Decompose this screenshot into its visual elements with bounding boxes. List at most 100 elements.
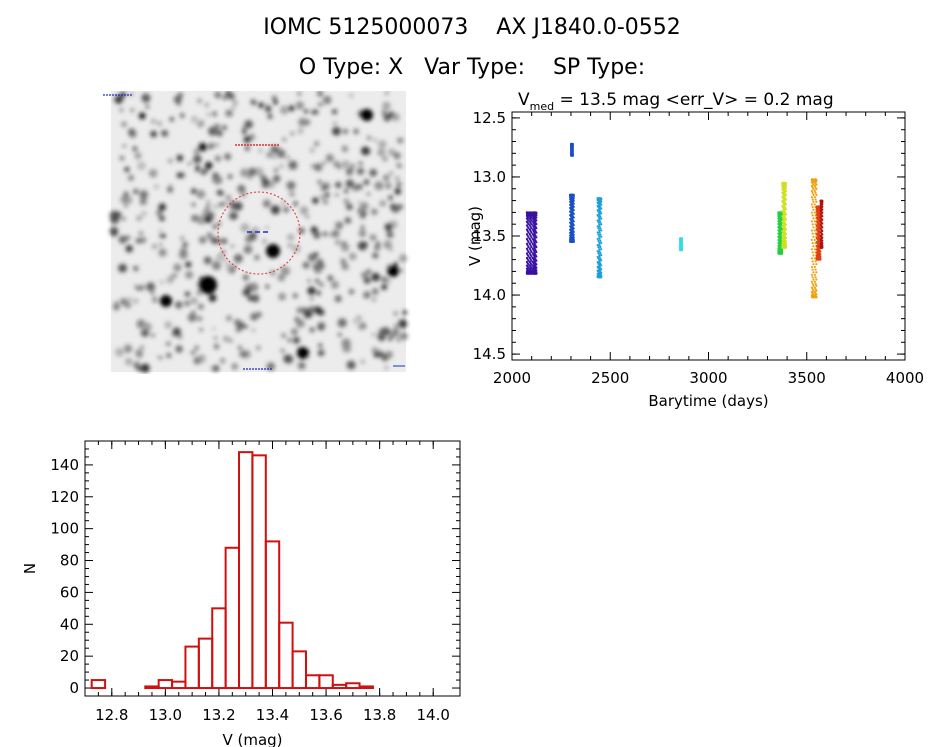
hist-x-tick-label: 13.8 [363,706,396,724]
lc-point [527,259,530,262]
lc-point [815,193,818,197]
lc-point [813,220,816,223]
lc-point [571,154,574,157]
lc-point [598,253,601,257]
lc-point [813,196,816,199]
lc-point [531,237,534,241]
lc-point [600,207,603,210]
lc-point [812,284,815,287]
lc-point [784,203,788,206]
lc-point [782,221,785,225]
lc-point [535,227,538,230]
lc-point [572,220,575,223]
lc-point [527,223,530,226]
lc-point [811,251,814,254]
lc-point [810,196,813,199]
lc-point [597,215,600,218]
lc-point [599,239,602,243]
lc-y-axis-label: V (mag) [466,206,484,266]
lc-x-axis-label: Barytime (days) [648,392,768,410]
hist-bar [291,650,307,690]
lc-point [815,183,818,186]
lc-point [600,276,603,279]
lc-point [811,241,814,245]
lc-point [812,183,815,186]
lc-point [810,189,813,193]
lc-point [600,200,603,203]
lc-point [600,203,603,206]
lc-point [527,250,530,254]
lc-point [812,200,815,203]
hist-x-tick-label: 13.0 [149,706,182,724]
lc-point [572,230,575,233]
lc-point [527,236,530,239]
hist-bar [318,674,334,690]
lc-point [600,229,603,232]
lc-point [530,241,533,244]
lc-point [815,271,818,274]
lc-point [527,255,530,258]
lc-point [533,242,536,246]
lc-point [535,231,538,234]
lc-point [810,229,813,232]
lc-point [598,261,601,264]
lc-point [784,218,788,221]
lc-point [821,208,824,211]
lc-point [600,235,603,238]
lc-point [782,218,786,221]
lc-point [597,221,600,224]
lc-point [784,187,788,190]
lc-point [600,264,603,267]
lc-point [784,194,788,197]
lc-point [814,282,817,285]
lc-point [598,259,601,262]
lc-point [813,273,816,276]
lc-point [810,280,813,283]
hist-y-tick-label: 80 [60,552,79,570]
lc-x-tick-label: 2000 [493,369,531,387]
lc-point [781,204,784,208]
lc-point [599,215,602,218]
lc-point [784,208,788,211]
lc-point [530,223,533,226]
hist-bar [238,451,254,690]
lc-point [810,257,813,260]
hist-bar [211,607,227,690]
lc-point [535,241,538,244]
lc-point [810,238,813,242]
lc-point [815,289,818,292]
hist-y-tick-label: 20 [60,647,79,665]
hist-bar [197,637,214,690]
lc-point [813,257,816,260]
lc-point [572,202,575,205]
lc-point [598,225,601,228]
lc-point [811,232,814,235]
lc-point [572,209,575,212]
lc-point [784,236,788,240]
lc-point [572,205,575,208]
lc-point [814,276,817,279]
lc-point [814,191,817,195]
lc-point [815,180,818,183]
hist-y-tick-label: 100 [50,520,79,538]
lc-point [596,255,599,259]
lc-point [810,265,813,269]
hist-bar [184,645,200,690]
lc-point [535,246,538,249]
hist-y-tick-label: 0 [69,679,79,697]
lc-point [810,203,813,206]
lc-point [780,252,784,255]
lc-point [598,213,601,217]
lc-point [810,286,813,289]
lc-point [812,263,815,266]
lc-point [784,223,788,226]
lc-point [534,244,537,247]
hist-bar [331,683,348,690]
lc-point [572,227,575,230]
lc-point [596,250,599,253]
lc-point [530,227,533,230]
hist-x-axis-label: V (mag) [222,731,282,747]
lc-point [811,198,814,201]
hist-y-axis-label: N [21,563,39,574]
lc-point [815,284,818,287]
